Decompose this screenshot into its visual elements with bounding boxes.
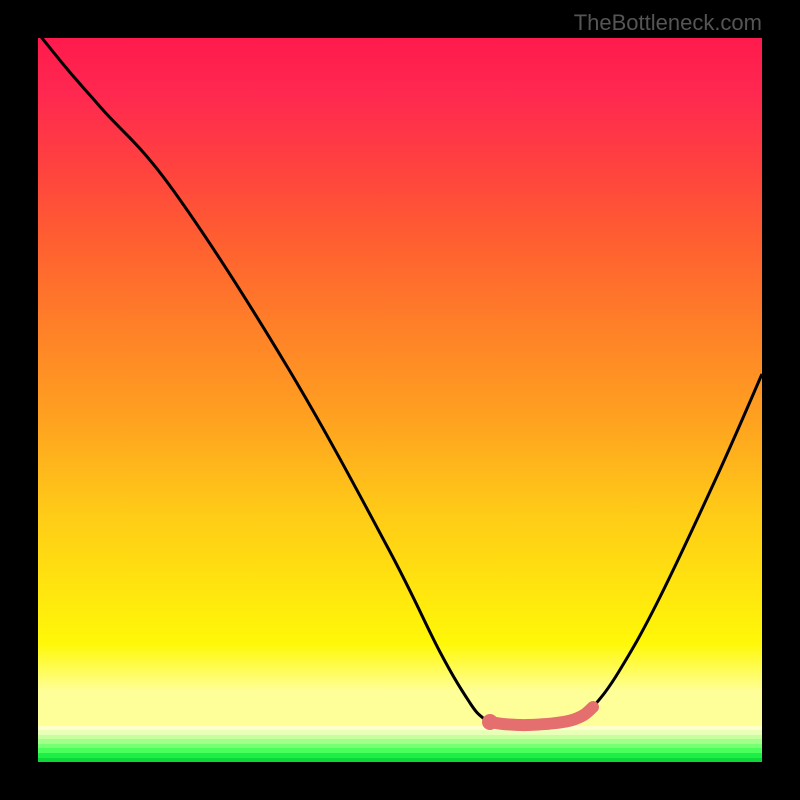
- bottleneck-chart: [38, 38, 762, 762]
- watermark-text: TheBottleneck.com: [574, 10, 762, 36]
- optimal-range-highlight: [490, 707, 593, 725]
- optimal-point-marker: [482, 714, 498, 730]
- bottleneck-curve-line: [38, 38, 762, 725]
- curve-layer: [38, 38, 762, 762]
